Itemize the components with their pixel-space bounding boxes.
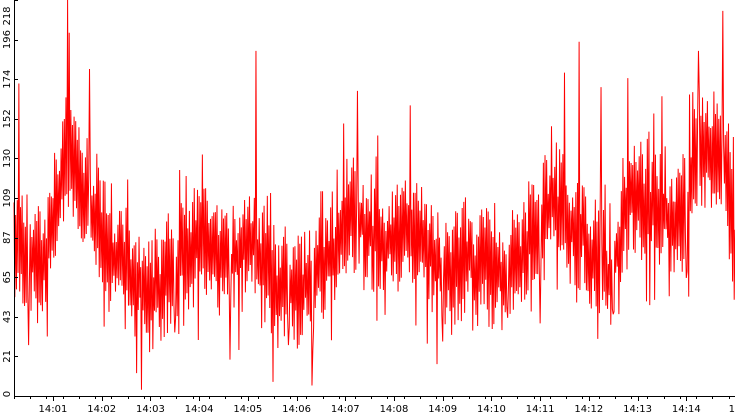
x-tick-label: 14:05 [233,404,262,415]
x-tick-label: 14:10 [477,404,506,415]
x-axis-ticks: 14:01 14:02 14:03 14:04 14:05 14:06 14:07 14:08… [14,396,735,415]
x-tick-label: 14:02 [87,404,116,415]
y-tick-label: 174 [2,70,13,89]
y-tick-label: 218 [2,6,13,25]
y-tick-label: 109 [2,188,13,207]
y-tick-label: 152 [2,109,13,128]
x-tick-label: 14:03 [136,404,165,415]
x-tick-label: 14:06 [282,404,311,415]
x-tick-label: 14:13 [623,404,652,415]
x-tick-label: 14 [729,404,735,415]
y-tick-label: 87 [2,231,13,244]
x-tick-label: 14:08 [380,404,409,415]
series-line [13,0,735,390]
y-tick-label: 43 [2,310,13,323]
x-tick-label: 14:12 [574,404,603,415]
x-tick-label: 14:04 [185,404,214,415]
y-tick-label: 0 [2,391,13,397]
y-tick-label: 196 [2,30,13,49]
x-tick-label: 14:14 [672,404,701,415]
y-tick-label: 21 [2,350,13,363]
y-axis-ticks: 0 21 43 65 87 109 130 152 174 196 218 [2,0,18,397]
series-layer [13,0,735,390]
x-tick-label: 14:11 [526,404,555,415]
x-tick-label: 14:07 [331,404,360,415]
y-tick-label: 65 [2,271,13,284]
y-tick-label: 130 [2,149,13,168]
x-tick-label: 14:01 [39,404,68,415]
x-tick-label: 14:09 [428,404,457,415]
